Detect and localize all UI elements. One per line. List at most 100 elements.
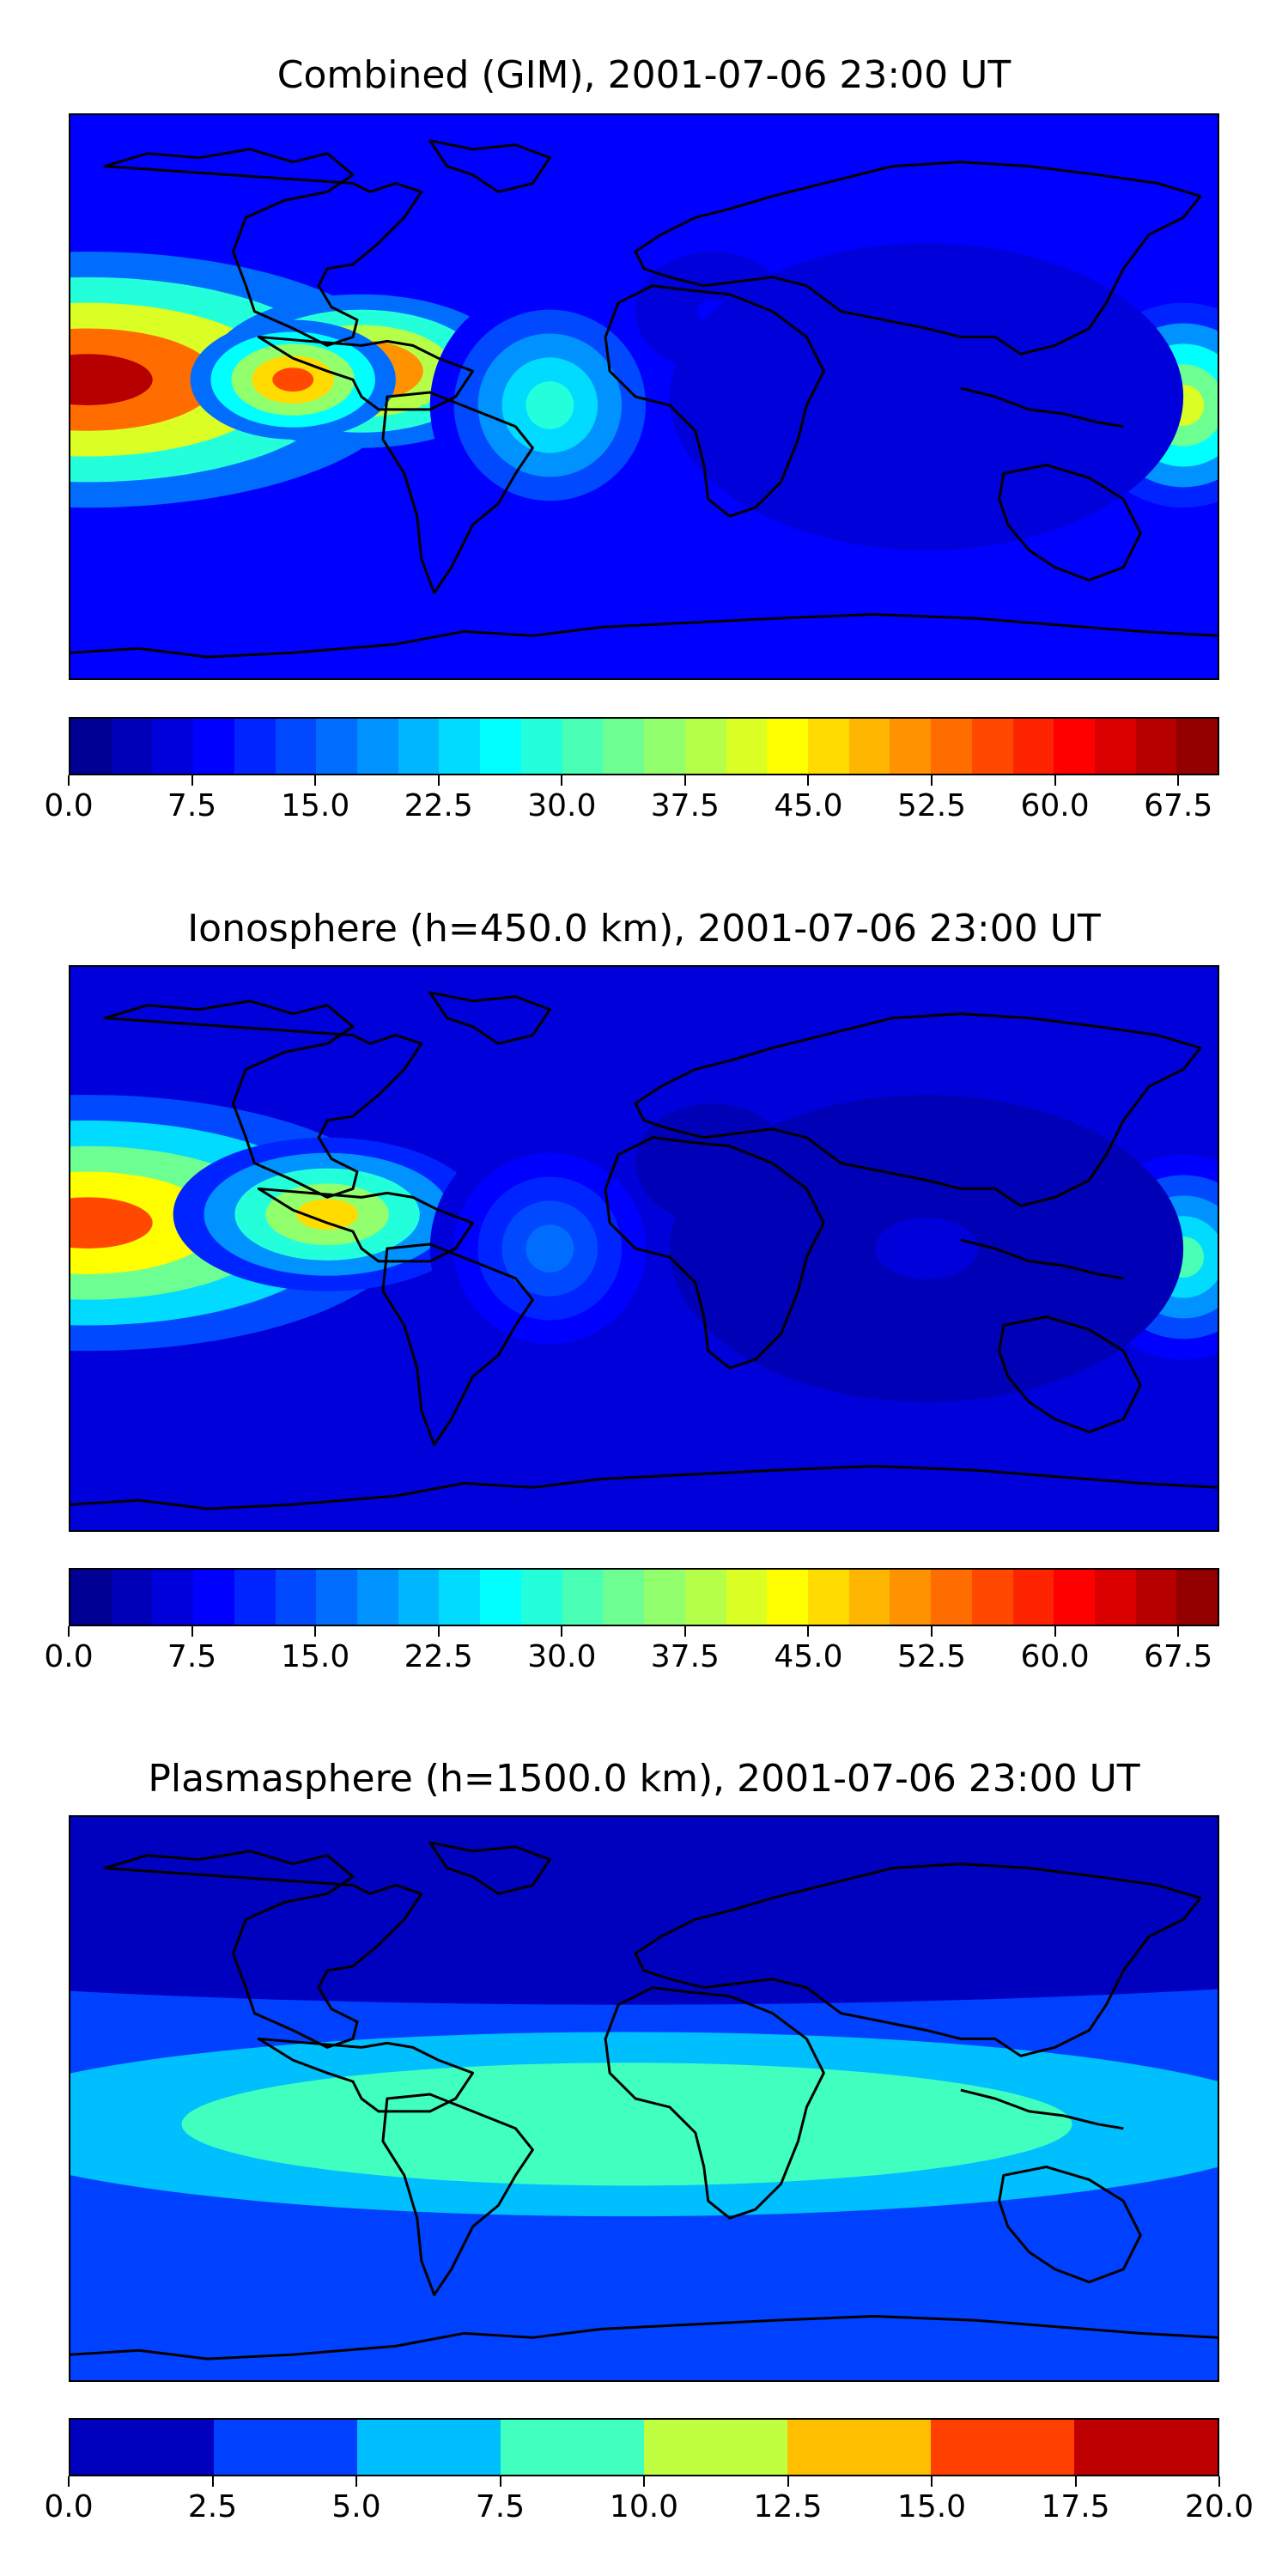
colorbar-segment [807, 1570, 849, 1625]
coastline [998, 464, 1142, 582]
coastline [257, 2037, 475, 2113]
colorbar-segment [931, 2420, 1074, 2475]
coastline [103, 999, 423, 1199]
colorbar-tick [683, 1626, 686, 1637]
colorbar-segment [890, 1570, 932, 1625]
colorbar-segment [439, 1570, 481, 1625]
colorbar-segment [398, 1570, 440, 1625]
colorbar-segment [234, 1570, 276, 1625]
colorbar-tick-label: 7.5 [167, 788, 217, 823]
colorbar-segment [152, 719, 194, 774]
colorbar-tick-label: 2.5 [187, 2489, 238, 2524]
colorbar-tick-label: 0.0 [44, 788, 94, 823]
colorbar-segment [234, 719, 276, 774]
field-contour [272, 368, 314, 392]
colorbar-tick-label: 17.5 [1041, 2489, 1110, 2524]
field-contour [875, 366, 978, 428]
colorbar-tick-label: 37.5 [650, 1639, 720, 1674]
coastline [428, 991, 551, 1045]
colorbar-segment [357, 1570, 398, 1625]
panel-2-colorbar [69, 1568, 1219, 1626]
coastline [381, 391, 534, 595]
coastline [70, 1464, 1218, 1510]
colorbar-segment [70, 1570, 112, 1625]
colorbar-tick [683, 775, 686, 786]
coastline [998, 2166, 1142, 2284]
panel-2-title: Ionosphere (h=450.0 km), 2001-07-06 23:0… [187, 907, 1101, 951]
colorbar-tick-label: 67.5 [1144, 1639, 1213, 1674]
colorbar-segment [1074, 2420, 1218, 2475]
coastline [70, 612, 1218, 659]
colorbar-segment [275, 1570, 317, 1625]
colorbar-segment [480, 719, 521, 774]
colorbar-segment [520, 1570, 562, 1625]
colorbar-segment [1012, 1570, 1054, 1625]
colorbar-tick-label: 12.5 [753, 2489, 823, 2524]
colorbar-segment [603, 1570, 645, 1625]
colorbar-segment [1012, 719, 1054, 774]
colorbar-segment [931, 1570, 972, 1625]
colorbar-segment [603, 719, 645, 774]
colorbar-tick [561, 775, 563, 786]
colorbar-segment [971, 1570, 1013, 1625]
field-contour [875, 1218, 978, 1279]
colorbar-tick [191, 1626, 193, 1637]
colorbar-segment [890, 719, 932, 774]
colorbar-tick-label: 22.5 [404, 788, 473, 823]
colorbar-tick-label: 0.0 [44, 2489, 94, 2524]
field-contour [404, 2093, 850, 2155]
colorbar-tick-label: 45.0 [774, 1639, 843, 1674]
colorbar-segment [193, 719, 234, 774]
colorbar-segment [501, 2420, 644, 2475]
colorbar-segment [1054, 1570, 1095, 1625]
colorbar-tick [1218, 2476, 1220, 2487]
coastline [960, 2088, 1124, 2130]
colorbar-tick [931, 775, 933, 786]
colorbar-segment [1054, 719, 1095, 774]
colorbar-tick-label: 0.0 [44, 1639, 94, 1674]
colorbar-tick-label: 15.0 [896, 2489, 967, 2524]
colorbar-segment [726, 1570, 768, 1625]
colorbar-segment [1094, 719, 1136, 774]
coastline [634, 1012, 1202, 1207]
colorbar-segment [684, 1570, 726, 1625]
field-contour [70, 354, 153, 405]
colorbar-tick [211, 2476, 214, 2487]
colorbar-segment [111, 719, 153, 774]
map-canvas [70, 967, 1218, 1530]
colorbar-tick-label: 60.0 [1020, 788, 1090, 823]
colorbar-tick-label: 67.5 [1144, 788, 1213, 823]
colorbar-tick-label: 15.0 [281, 788, 350, 823]
colorbar-tick [931, 2476, 933, 2487]
colorbar-segment [562, 1570, 604, 1625]
map-canvas [70, 115, 1218, 678]
panel-3-map [69, 1815, 1219, 2382]
coastline [428, 1841, 551, 1895]
colorbar-tick [787, 2476, 789, 2487]
colorbar-segment [70, 719, 112, 774]
colorbar-tick [355, 2476, 357, 2487]
colorbar-segment [767, 1570, 808, 1625]
colorbar-segment [807, 719, 849, 774]
panel-2-map [69, 965, 1219, 1532]
colorbar-tick [1177, 1626, 1180, 1637]
colorbar-tick-label: 10.0 [609, 2489, 679, 2524]
colorbar-tick-label: 20.0 [1184, 2489, 1255, 2524]
colorbar-segment [767, 719, 808, 774]
panel-1-colorbar [69, 717, 1219, 775]
panel-1-title: Combined (GIM), 2001-07-06 23:00 UT [276, 53, 1012, 97]
colorbar-segment [1135, 719, 1177, 774]
coastline [103, 148, 423, 347]
colorbar-segment [214, 2420, 357, 2475]
colorbar-tick [499, 2476, 501, 2487]
map-canvas [70, 1817, 1218, 2380]
colorbar-tick-label: 22.5 [404, 1639, 473, 1674]
coastline [634, 161, 1202, 355]
colorbar-tick [68, 775, 70, 786]
coastline [381, 1242, 534, 1447]
field-contour [296, 1199, 358, 1230]
colorbar-segment [520, 719, 562, 774]
colorbar-tick [643, 2476, 645, 2487]
colorbar-tick [314, 1626, 317, 1637]
colorbar-tick-label: 52.5 [896, 788, 967, 823]
